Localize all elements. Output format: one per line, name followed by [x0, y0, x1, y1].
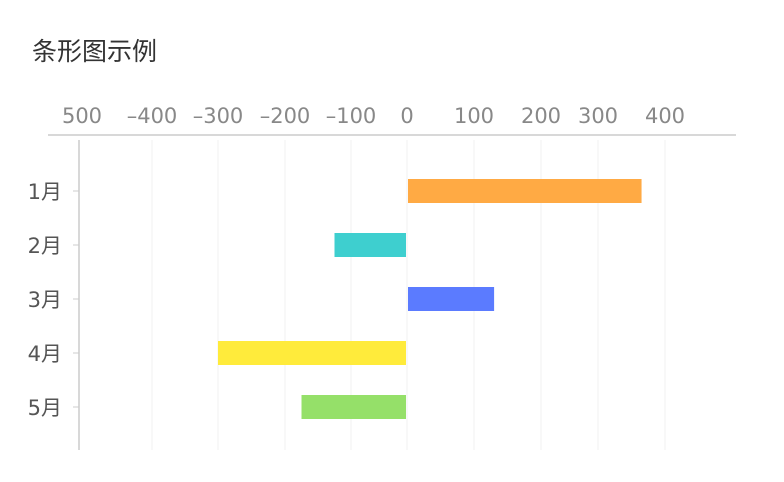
category-label: 5月 [28, 396, 62, 420]
bar-2 [334, 233, 406, 257]
category-labels: 1月 2月 3月 4月 5月 [28, 180, 79, 420]
x-tick-label: 200 [521, 104, 561, 128]
x-tick-label: –100 [326, 104, 377, 128]
category-label: 3月 [28, 288, 62, 312]
bar-4 [218, 341, 406, 365]
category-label: 2月 [28, 234, 62, 258]
bars [218, 179, 642, 419]
x-tick-label: 500 [62, 104, 102, 128]
chart-title: 条形图示例 [32, 37, 158, 66]
x-tick-label: 0 [400, 104, 413, 128]
bar-3 [408, 287, 495, 311]
bar-1 [408, 179, 642, 203]
x-tick-label: 300 [578, 104, 618, 128]
x-tick-label: –400 [127, 104, 178, 128]
category-label: 4月 [28, 342, 62, 366]
bar-5 [301, 395, 406, 419]
x-tick-label: –300 [193, 104, 244, 128]
x-tick-label: 100 [454, 104, 494, 128]
x-tick-label: –200 [260, 104, 311, 128]
x-tick-labels: 500 –400 –300 –200 –100 0 100 200 300 400 [62, 104, 685, 128]
category-label: 1月 [28, 180, 62, 204]
x-tick-label: 400 [645, 104, 685, 128]
